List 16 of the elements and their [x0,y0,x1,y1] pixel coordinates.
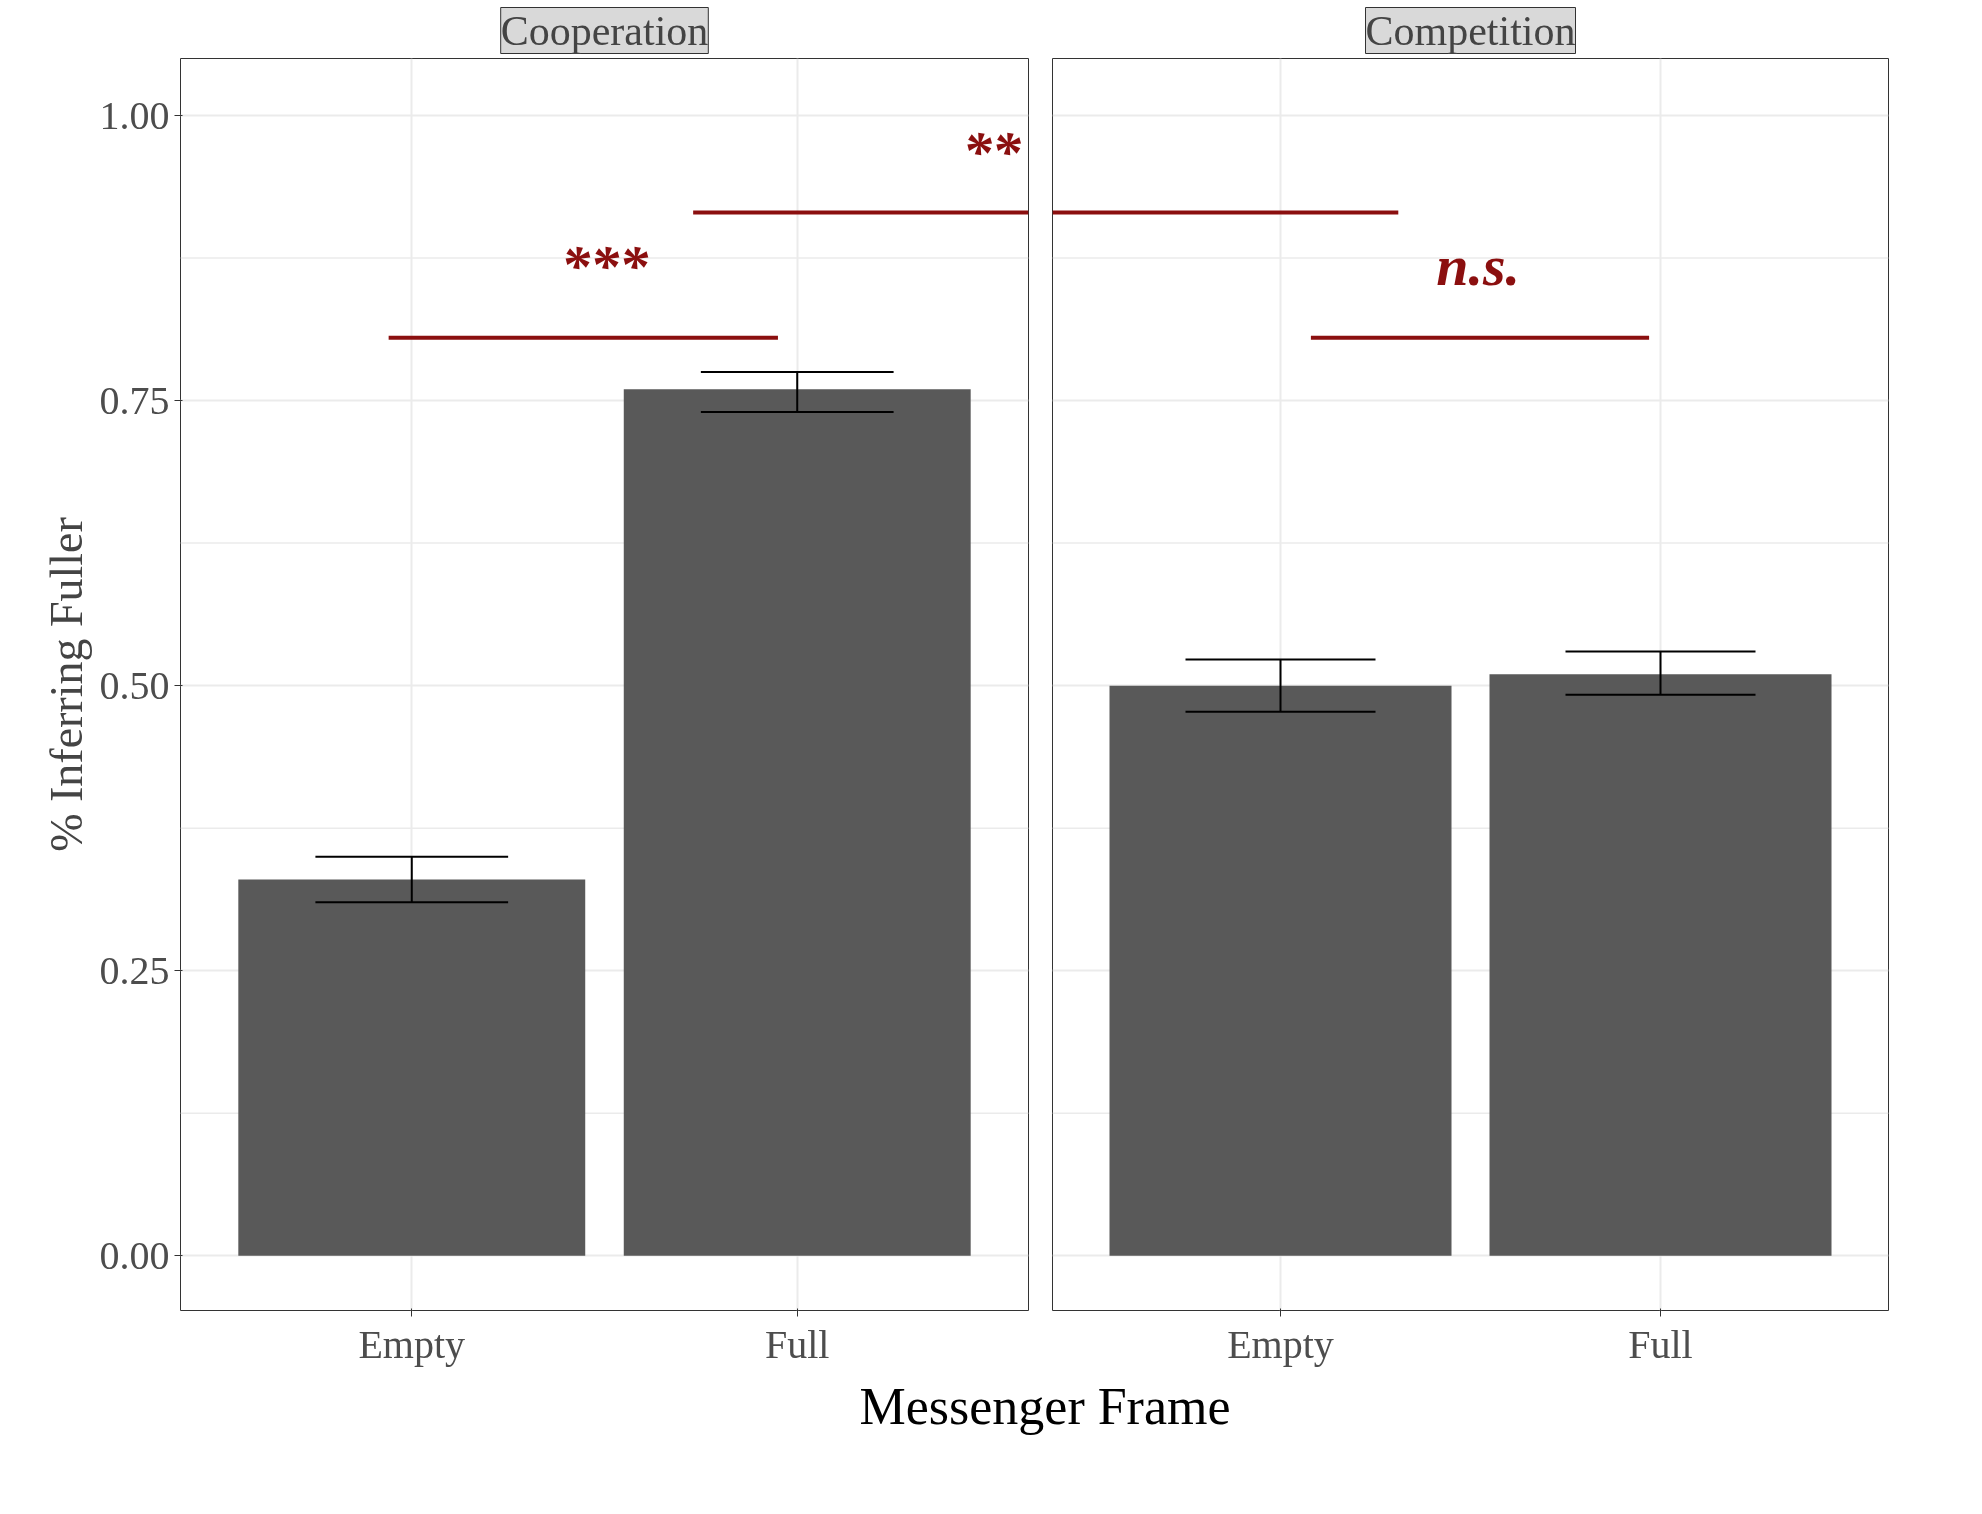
y-axis-title: % Inferring Fuller [40,517,92,852]
annotation: n.s. [1436,232,1521,298]
chart-title: Cooperation [500,7,709,54]
chart-title: Competition [1365,7,1576,54]
annotation: ** [962,118,1022,184]
y-tick-label: 0.50 [99,662,170,708]
y-tick-label: 1.00 [99,92,170,138]
y-tick-label: 0.75 [99,377,170,423]
x-tick-label: Empty [358,1321,466,1367]
y-tick-label: 0.25 [99,947,170,993]
y-tick-label: 0.00 [99,1232,170,1278]
x-axis-title: Messenger Frame [859,1377,1231,1437]
x-tick-label: Full [1628,1321,1693,1367]
annotation: *** [561,232,649,298]
x-tick-label: Empty [1227,1321,1334,1367]
x-tick-label: Full [764,1321,830,1367]
